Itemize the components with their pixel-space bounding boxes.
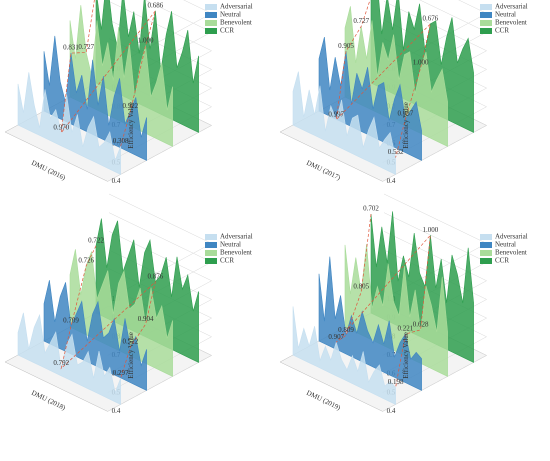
legend-label: Neutral [495,11,516,19]
annotation: 0.905 [338,42,354,50]
legend-label: Benevolent [220,249,252,257]
annotation: 0.702 [363,205,379,213]
annotation: 0.198 [388,378,404,386]
legend-label: CCR [220,27,234,35]
legend-label: CCR [495,257,509,265]
legend-swatch [205,20,217,26]
series-area [17,72,121,175]
legend-swatch [480,20,492,26]
legend-label: Adversarial [495,3,528,11]
legend-swatch [480,242,492,248]
chart-panel: 0.40.50.60.70.80.91.00.7020.8050.8090.90… [279,193,528,415]
y-tick-label: 0.4 [112,407,121,415]
legend-label: Benevolent [495,249,527,257]
legend-label: CCR [220,257,234,265]
legend-swatch [205,4,217,10]
annotation: 0.628 [413,320,429,328]
legend-label: Neutral [495,241,516,249]
legend-swatch [480,28,492,34]
y-axis-label: Efficiency Value [127,332,135,379]
series-area [17,312,121,405]
annotation: 0.308 [113,137,129,145]
annotation: 0.922 [123,102,139,110]
legend-swatch [205,242,217,248]
chart-panel: 0.40.50.60.70.80.91.00.7220.7260.7090.79… [4,193,253,415]
annotation: 0.970 [53,123,69,131]
annotation: 1.000 [413,59,429,67]
annotation: 0.792 [53,359,69,367]
legend-swatch [205,12,217,18]
legend-label: Adversarial [495,233,528,241]
legend-swatch [205,28,217,34]
annotation: 0.727 [353,17,369,25]
legend-label: Benevolent [220,19,252,27]
legend-label: Benevolent [495,19,527,27]
y-axis-label: Efficiency Value [402,332,410,379]
legend-swatch [205,250,217,256]
annotation: 0.907 [328,333,344,341]
x-axis-label: DMU (2016) [30,159,67,182]
annotation-line [60,245,156,379]
annotation-line [60,0,156,147]
legend-swatch [480,258,492,264]
annotation-line [335,0,432,158]
chart-panel: 0.40.50.60.70.80.91.00.7190.7270.8310.97… [4,0,253,185]
legend-swatch [205,234,217,240]
annotation: 0.727 [78,43,94,51]
x-axis-label: DMU (2019) [305,389,342,412]
legend-swatch [480,4,492,10]
legend-label: Adversarial [220,233,253,241]
annotation: 0.937 [398,110,414,118]
annotation: 0.221 [398,325,414,333]
y-axis-label: Efficiency Value [402,102,410,149]
annotation: 0.726 [78,256,94,264]
y-tick-label: 0.4 [387,407,396,415]
series-area [318,256,422,391]
y-tick-label: 0.4 [112,177,121,185]
legend-swatch [480,12,492,18]
annotation: 0.676 [423,14,439,22]
legend-label: Neutral [220,241,241,249]
legend-label: Adversarial [220,3,253,11]
annotation-line [335,214,431,388]
annotation: 0.876 [148,272,164,280]
x-axis-label: DMU (2017) [305,159,342,182]
annotation: 0.686 [148,1,164,9]
y-tick-label: 0.4 [387,177,396,185]
legend-label: CCR [495,27,509,35]
legend-swatch [480,234,492,240]
legend-swatch [480,250,492,256]
y-axis-label: Efficiency Value [127,102,135,149]
annotation: 0.805 [353,282,369,290]
annotation: 0.809 [338,326,354,334]
annotation: 0.997 [328,110,344,118]
chart-panel: 0.40.50.60.70.80.91.00.7490.7270.9050.99… [279,0,528,185]
annotation: 0.522 [123,338,139,346]
legend-label: Neutral [220,11,241,19]
annotation: 1.000 [423,226,439,234]
annotation: 0.722 [88,236,104,244]
annotation: 0.297 [113,369,129,377]
series-area [292,306,396,405]
legend-swatch [205,258,217,264]
annotation: 1.000 [138,36,154,44]
series-area [292,71,396,175]
annotation: 0.709 [63,317,79,325]
x-axis-label: DMU (2018) [30,389,67,412]
annotation: 0.532 [388,148,404,156]
annotation: 0.904 [138,315,154,323]
annotation: 0.831 [63,44,79,52]
series-area [318,36,422,161]
